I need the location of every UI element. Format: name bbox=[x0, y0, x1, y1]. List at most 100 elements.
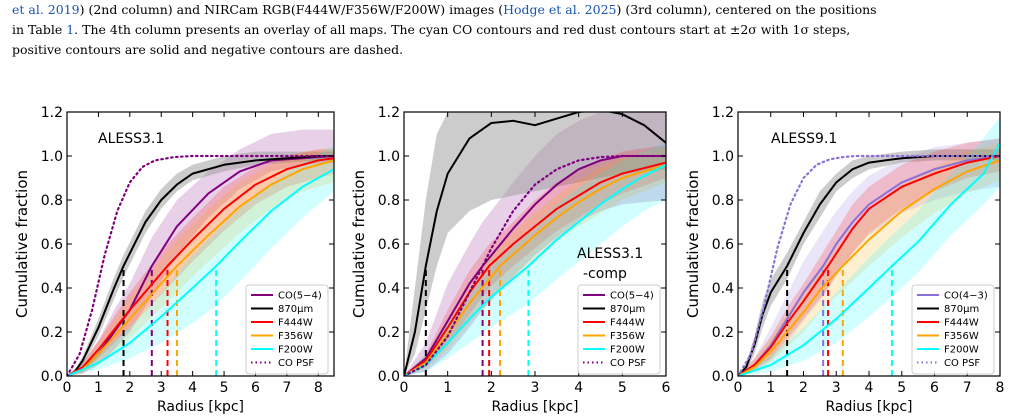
caption-text: . The 4th column presents an overlay of … bbox=[74, 22, 851, 37]
series-line bbox=[404, 155, 666, 376]
y-axis-label: Cumulative fraction bbox=[13, 170, 31, 318]
citation-link-2[interactable]: Hodge et al. 2025 bbox=[503, 2, 617, 17]
legend-label: CO PSF bbox=[278, 358, 314, 369]
x-axis-label: Radius [kpc] bbox=[491, 399, 578, 415]
uncertainty-band bbox=[738, 142, 1000, 376]
figure-caption: et al. 2019) (2nd column) and NIRCam RGB… bbox=[12, 0, 1017, 60]
legend-label: CO(4−3) bbox=[944, 291, 988, 302]
x-axis-label: Radius [kpc] bbox=[157, 399, 244, 415]
y-axis-label: Cumulative fraction bbox=[350, 170, 368, 318]
series-line bbox=[404, 154, 666, 376]
x-tick-label: 1 bbox=[94, 380, 103, 396]
x-tick-label: 3 bbox=[832, 380, 841, 396]
series-line bbox=[67, 154, 334, 376]
x-tick-label: 4 bbox=[574, 380, 583, 396]
legend-label: 870μm bbox=[944, 304, 979, 315]
y-tick-label: 0.6 bbox=[378, 237, 400, 253]
caption-line-3: positive contours are solid and negative… bbox=[12, 42, 404, 57]
uncertainty-band bbox=[404, 145, 666, 376]
panel-annotation: ALESS3.1 bbox=[98, 131, 164, 147]
y-tick-label: 1.2 bbox=[712, 105, 734, 121]
y-tick-label: 0.0 bbox=[378, 369, 400, 385]
legend-label: F444W bbox=[278, 318, 313, 329]
x-tick-label: 8 bbox=[996, 380, 1005, 396]
caption-line-2: in Table 1. The 4th column presents an o… bbox=[12, 20, 1017, 40]
legend-label: F356W bbox=[610, 331, 645, 342]
legend-label: F356W bbox=[278, 331, 313, 342]
y-tick-label: 0.2 bbox=[712, 325, 734, 341]
y-tick-label: 1.0 bbox=[712, 149, 734, 165]
caption-line-1: et al. 2019) (2nd column) and NIRCam RGB… bbox=[12, 0, 1017, 20]
x-tick-label: 7 bbox=[282, 380, 291, 396]
y-tick-label: 0.4 bbox=[378, 281, 400, 297]
y-tick-label: 0.8 bbox=[378, 193, 400, 209]
y-axis-label: Cumulative fraction bbox=[684, 170, 702, 318]
series-line bbox=[738, 155, 1000, 376]
legend-label: 870μm bbox=[610, 304, 645, 315]
uncertainty-band bbox=[738, 149, 1000, 376]
series-line bbox=[404, 163, 666, 376]
x-tick-label: 0 bbox=[734, 380, 743, 396]
x-tick-label: 4 bbox=[188, 380, 197, 396]
uncertainty-band bbox=[738, 138, 1000, 376]
series-line bbox=[738, 155, 1000, 376]
citation-link-1[interactable]: et al. 2019 bbox=[12, 2, 80, 17]
y-tick-label: 0.2 bbox=[41, 325, 63, 341]
y-tick-label: 1.0 bbox=[378, 149, 400, 165]
x-tick-label: 5 bbox=[220, 380, 229, 396]
series-line bbox=[67, 159, 334, 376]
x-tick-label: 3 bbox=[531, 380, 540, 396]
plot-area bbox=[404, 112, 666, 376]
y-tick-label: 0.4 bbox=[41, 281, 63, 297]
legend-label: F200W bbox=[610, 345, 645, 356]
uncertainty-band bbox=[404, 112, 666, 376]
legend-box bbox=[577, 284, 661, 375]
legend-label: F200W bbox=[278, 345, 313, 356]
x-tick-label: 6 bbox=[662, 380, 671, 396]
y-tick-label: 0.2 bbox=[378, 325, 400, 341]
y-tick-label: 1.0 bbox=[41, 149, 63, 165]
legend-label: F444W bbox=[944, 318, 979, 329]
legend-label: F444W bbox=[610, 318, 645, 329]
table-link[interactable]: 1 bbox=[66, 22, 75, 37]
series-line bbox=[67, 168, 334, 376]
x-tick-label: 5 bbox=[897, 380, 906, 396]
x-tick-label: 4 bbox=[865, 380, 874, 396]
legend-label: CO(5−4) bbox=[610, 291, 654, 302]
panel-annotation: -comp bbox=[583, 266, 627, 282]
panel-1: 0 1 2 3 4 5 6 7 8 0.0 0.2 0.4 0.6 0.8 1.0 1.2 Radius [kp… bbox=[13, 105, 335, 415]
series-line bbox=[738, 141, 1000, 376]
panel-annotation: ALESS9.1 bbox=[771, 131, 837, 147]
legend-label: 870μm bbox=[278, 304, 313, 315]
uncertainty-band bbox=[67, 147, 334, 376]
x-tick-label: 1 bbox=[766, 380, 775, 396]
x-tick-label: 1 bbox=[443, 380, 452, 396]
series-line bbox=[67, 157, 334, 376]
uncertainty-band bbox=[67, 145, 334, 376]
legend-label: CO(5−4) bbox=[278, 291, 322, 302]
legend-label: CO PSF bbox=[610, 358, 646, 369]
x-axis-label: Radius [kpc] bbox=[825, 399, 912, 415]
legend-label: F200W bbox=[944, 345, 979, 356]
plot-area bbox=[738, 116, 1000, 376]
x-tick-label: 2 bbox=[799, 380, 808, 396]
x-tick-label: 7 bbox=[963, 380, 972, 396]
caption-text: ) (2nd column) and NIRCam RGB(F444W/F356… bbox=[79, 2, 504, 17]
legend-label: F356W bbox=[944, 331, 979, 342]
y-tick-label: 0.0 bbox=[712, 369, 734, 385]
legend-box bbox=[911, 284, 995, 375]
y-tick-label: 1.2 bbox=[41, 105, 63, 121]
legend-box bbox=[245, 284, 329, 375]
y-tick-label: 0.6 bbox=[712, 237, 734, 253]
series-line bbox=[404, 112, 666, 376]
caption-text: ) (3rd column), centered on the position… bbox=[616, 2, 877, 17]
uncertainty-band bbox=[67, 151, 334, 376]
series-line bbox=[404, 163, 666, 376]
y-tick-label: 0.6 bbox=[41, 237, 63, 253]
series-line bbox=[404, 161, 666, 376]
y-tick-label: 0.4 bbox=[712, 281, 734, 297]
x-tick-label: 0 bbox=[400, 380, 409, 396]
x-tick-label: 2 bbox=[125, 380, 134, 396]
panel-annotation: ALESS3.1 bbox=[577, 246, 643, 262]
x-tick-label: 0 bbox=[63, 380, 72, 396]
